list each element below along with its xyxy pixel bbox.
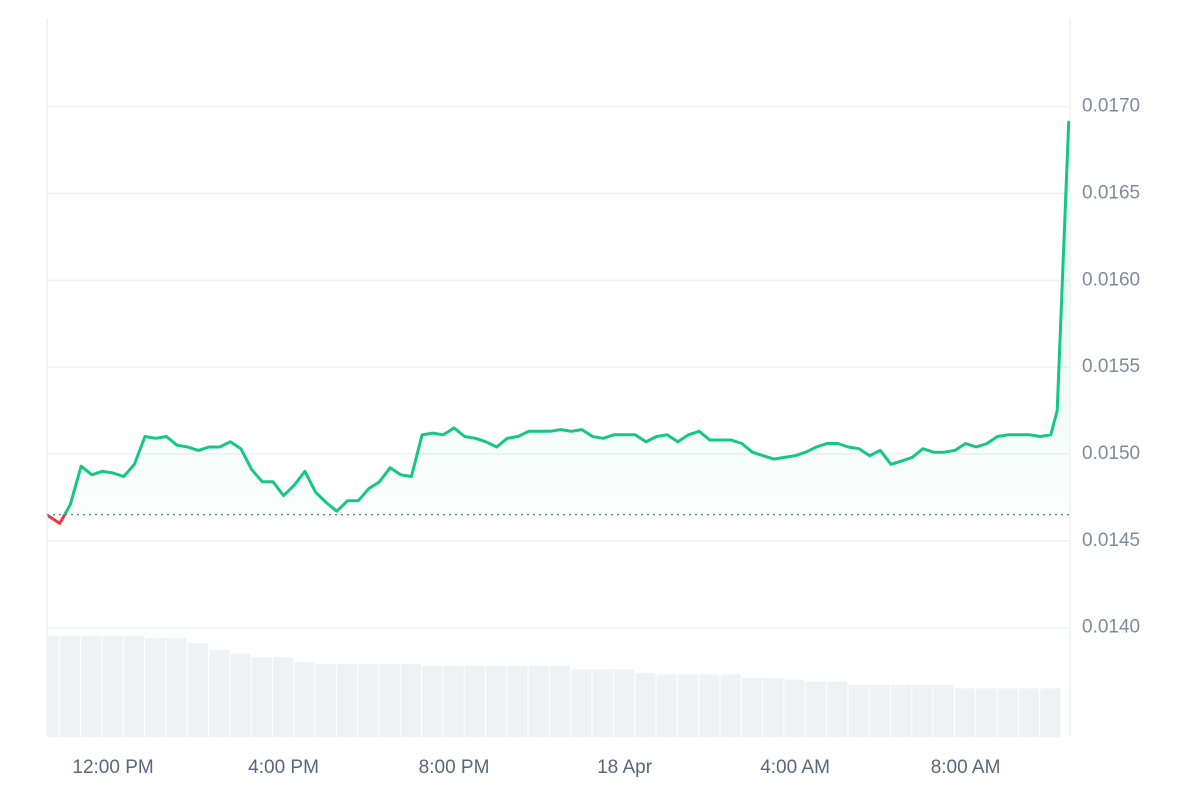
- volume-bar: [848, 684, 869, 737]
- volume-bar: [784, 679, 805, 737]
- x-tick-label: 12:00 PM: [72, 757, 153, 778]
- y-tick-label: 0.0160: [1082, 269, 1140, 290]
- y-tick-label: 0.0165: [1082, 182, 1140, 203]
- volume-bar: [933, 684, 954, 737]
- volume-bar: [166, 638, 187, 737]
- x-tick-label: 8:00 AM: [931, 757, 1001, 778]
- x-tick-label: 4:00 AM: [760, 757, 830, 778]
- volume-bar: [294, 662, 315, 737]
- volume-bar: [571, 669, 592, 737]
- volume-bar: [486, 665, 507, 737]
- y-tick-label: 0.0145: [1082, 530, 1140, 551]
- volume-bar: [720, 674, 741, 737]
- x-tick-label: 18 Apr: [597, 757, 653, 778]
- volume-bar: [400, 664, 422, 737]
- volume-bar: [59, 636, 81, 737]
- volume-bar: [890, 684, 912, 737]
- volume-bar: [869, 684, 890, 737]
- volume-bar: [613, 669, 635, 737]
- volume-bar: [379, 664, 400, 737]
- volume-bars: [47, 636, 1061, 737]
- volume-bar: [251, 657, 272, 737]
- volume-bar: [656, 674, 677, 737]
- volume-bar: [699, 674, 720, 737]
- y-tick-label: 0.0150: [1082, 443, 1140, 464]
- volume-bar: [81, 636, 102, 737]
- volume-bar: [145, 638, 166, 737]
- volume-bar: [336, 664, 358, 737]
- volume-bar: [272, 657, 294, 737]
- volume-bar: [592, 669, 613, 737]
- volume-bar: [315, 664, 336, 737]
- volume-bar: [102, 636, 123, 737]
- volume-bar: [464, 665, 486, 737]
- x-tick-label: 8:00 PM: [419, 757, 490, 778]
- volume-bar: [1040, 688, 1061, 737]
- volume-bar: [443, 665, 464, 737]
- volume-bar: [358, 664, 379, 737]
- volume-bar: [422, 665, 443, 737]
- volume-bar: [549, 665, 571, 737]
- price-line: [47, 120, 1071, 525]
- volume-bar: [230, 653, 251, 737]
- volume-bar: [763, 677, 784, 737]
- volume-bar: [954, 688, 976, 737]
- volume-bar: [528, 665, 549, 737]
- volume-bar: [507, 665, 528, 737]
- y-tick-label: 0.0170: [1082, 96, 1140, 117]
- volume-bar: [1018, 688, 1040, 737]
- volume-bar: [47, 636, 59, 737]
- price-area: [49, 122, 1069, 524]
- volume-bar: [827, 681, 848, 737]
- volume-bar: [123, 636, 145, 737]
- volume-bar: [976, 688, 997, 737]
- volume-bar: [912, 684, 933, 737]
- volume-bar: [208, 650, 230, 737]
- volume-bar: [635, 672, 656, 737]
- volume-bar: [187, 643, 208, 737]
- volume-bar: [805, 681, 827, 737]
- volume-bar: [997, 688, 1018, 737]
- y-tick-label: 0.0140: [1082, 617, 1140, 638]
- volume-bar: [741, 677, 763, 737]
- y-tick-label: 0.0155: [1082, 356, 1140, 377]
- x-tick-label: 4:00 PM: [248, 757, 319, 778]
- volume-bar: [677, 674, 699, 737]
